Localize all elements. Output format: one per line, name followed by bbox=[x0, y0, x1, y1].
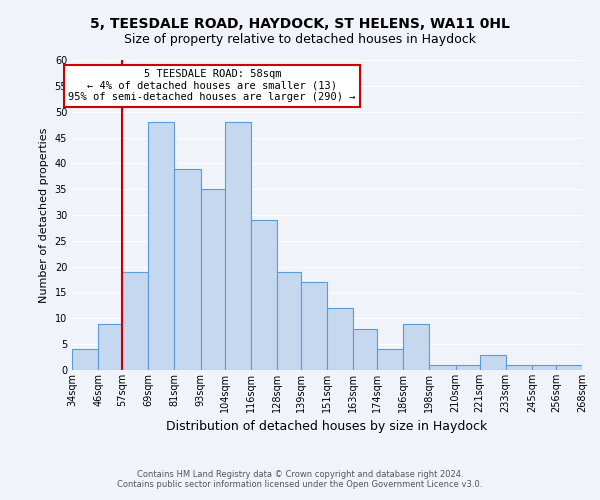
Bar bbox=[532, 365, 556, 370]
Text: Contains HM Land Registry data © Crown copyright and database right 2024.
Contai: Contains HM Land Registry data © Crown c… bbox=[118, 470, 482, 489]
Text: Size of property relative to detached houses in Haydock: Size of property relative to detached ho… bbox=[124, 32, 476, 46]
Bar bbox=[327, 308, 353, 370]
Bar bbox=[251, 220, 277, 370]
Bar bbox=[479, 354, 506, 370]
Bar bbox=[377, 350, 403, 370]
Bar bbox=[556, 365, 582, 370]
Bar bbox=[72, 350, 98, 370]
Bar bbox=[224, 122, 251, 370]
Bar bbox=[353, 328, 377, 370]
Text: 5 TEESDALE ROAD: 58sqm
← 4% of detached houses are smaller (13)
95% of semi-deta: 5 TEESDALE ROAD: 58sqm ← 4% of detached … bbox=[68, 70, 356, 102]
X-axis label: Distribution of detached houses by size in Haydock: Distribution of detached houses by size … bbox=[166, 420, 488, 434]
Bar bbox=[98, 324, 122, 370]
Bar bbox=[122, 272, 148, 370]
Bar bbox=[430, 365, 455, 370]
Bar bbox=[403, 324, 430, 370]
Bar bbox=[301, 282, 327, 370]
Bar bbox=[148, 122, 175, 370]
Bar bbox=[200, 189, 224, 370]
Y-axis label: Number of detached properties: Number of detached properties bbox=[39, 128, 49, 302]
Bar bbox=[506, 365, 532, 370]
Text: 5, TEESDALE ROAD, HAYDOCK, ST HELENS, WA11 0HL: 5, TEESDALE ROAD, HAYDOCK, ST HELENS, WA… bbox=[90, 18, 510, 32]
Bar bbox=[277, 272, 301, 370]
Bar bbox=[175, 168, 200, 370]
Bar bbox=[455, 365, 479, 370]
